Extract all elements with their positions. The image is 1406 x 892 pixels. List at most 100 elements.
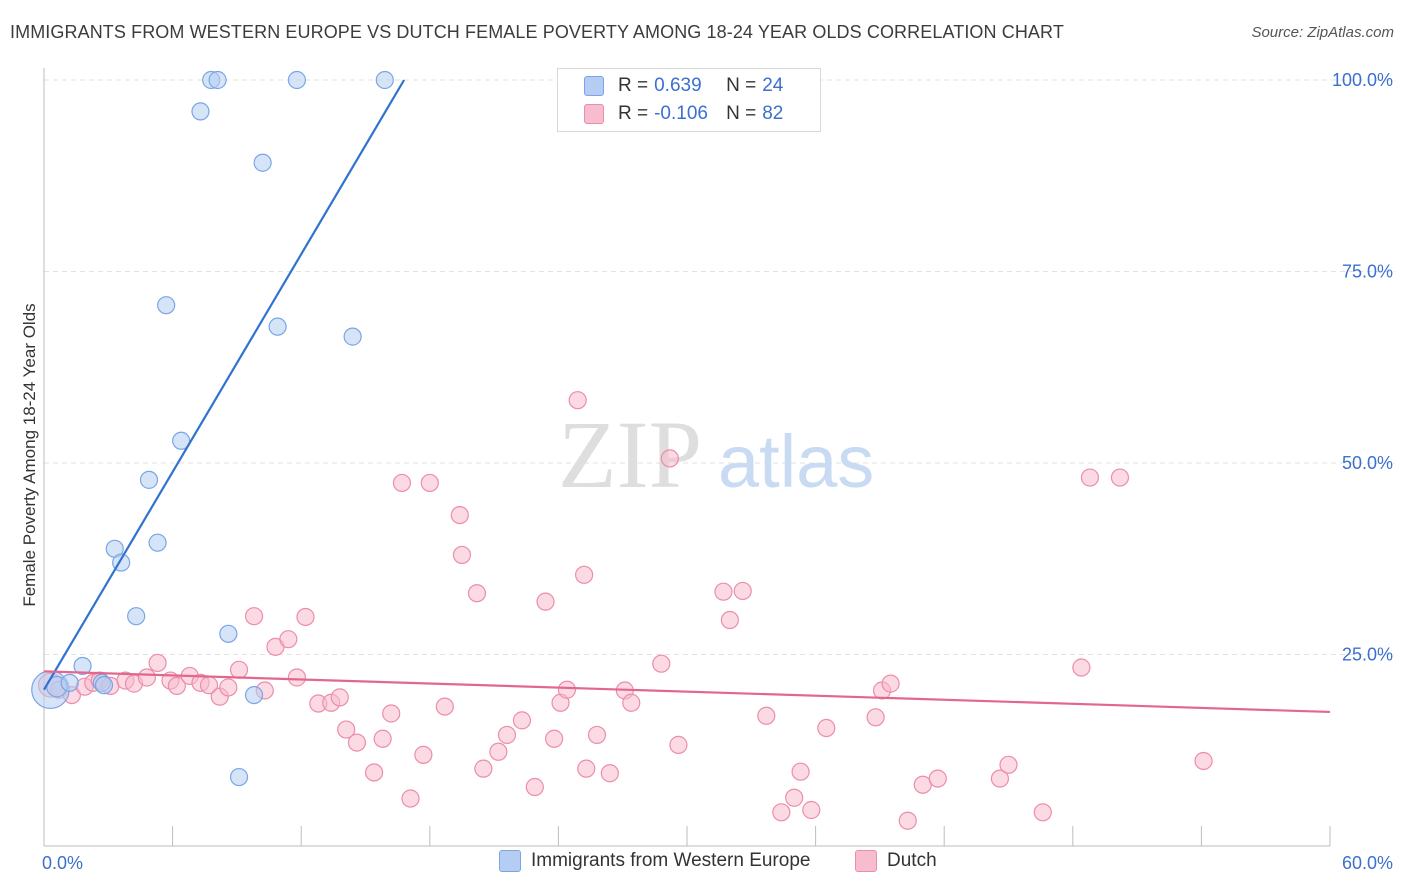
dutch-point <box>373 729 392 748</box>
dutch-point <box>557 680 577 699</box>
chart-title: IMMIGRANTS FROM WESTERN EUROPE VS DUTCH … <box>10 22 1064 42</box>
legend-row-dutch: R = -0.106 N = 82 <box>584 101 783 127</box>
western-europe-point <box>172 431 191 450</box>
dutch-point <box>382 704 401 723</box>
dutch-point <box>467 584 487 603</box>
legend-r-label: R = <box>618 103 649 124</box>
dutch-point <box>1072 658 1091 677</box>
legend-label: Dutch <box>887 850 937 871</box>
western-europe-point <box>127 607 146 626</box>
legend-swatch-pink <box>584 104 604 124</box>
dutch-point <box>733 581 752 601</box>
western-europe-point <box>94 676 114 695</box>
legend-item-dutch: Dutch <box>855 850 937 872</box>
dutch-point <box>720 610 739 630</box>
y-tick-label: 75.0% <box>1342 262 1393 282</box>
dutch-point <box>577 759 596 778</box>
dutch-point <box>652 654 671 673</box>
dutch-point <box>600 764 619 783</box>
western-europe-point <box>219 624 238 643</box>
watermark-zip: ZIP <box>558 401 702 508</box>
dutch-point <box>420 473 439 493</box>
dutch-point <box>1194 751 1213 771</box>
gridlines <box>44 79 1395 655</box>
dutch-point <box>817 718 836 738</box>
western-europe-point <box>60 673 79 692</box>
legend-n-value: 24 <box>762 75 784 96</box>
dutch-point <box>330 688 349 707</box>
dutch-point <box>401 789 420 808</box>
western-europe-point <box>191 102 210 121</box>
y-tick-label: 50.0% <box>1342 453 1393 473</box>
y-tick-label: 100.0% <box>1332 70 1393 90</box>
dutch-point <box>772 803 791 822</box>
dutch-point <box>802 800 821 820</box>
dutch-point <box>364 763 384 782</box>
western-europe-point <box>287 70 307 90</box>
dutch-point <box>660 449 679 468</box>
tick-labels: 25.0% 50.0% 75.0% 100.0% 0.0% 60.0% <box>42 70 1393 873</box>
dutch-point <box>137 668 156 687</box>
legend-swatch-blue <box>499 850 521 872</box>
legend-r-label: R = <box>618 75 649 96</box>
western-europe-point <box>343 327 362 346</box>
dutch-point <box>219 678 238 697</box>
legend-label: Immigrants from Western Europe <box>531 850 811 871</box>
dutch-point <box>497 725 517 745</box>
western-europe-point <box>244 685 264 705</box>
dutch-point <box>244 607 264 626</box>
dutch-point <box>1033 803 1052 822</box>
western-europe-point <box>73 656 92 676</box>
western-europe-point <box>229 767 249 787</box>
dutch-point <box>287 668 307 687</box>
western-europe-point <box>268 317 287 336</box>
dutch-point <box>450 505 469 525</box>
dutch-point <box>587 725 607 745</box>
dutch-point <box>785 788 804 807</box>
dutch-point <box>575 565 594 584</box>
legend-n-label: N = <box>726 75 757 96</box>
dutch-point <box>525 777 544 797</box>
dutch-point <box>536 592 555 611</box>
dutch-point <box>714 582 733 601</box>
western-europe-point <box>208 70 227 90</box>
x-tick-label: 60.0% <box>1342 853 1393 873</box>
dutch-point <box>489 742 508 761</box>
dutch-point <box>347 733 367 752</box>
dutch-trend-line <box>43 670 1331 714</box>
dutch-point <box>392 473 412 493</box>
series-legend: Immigrants from Western Europe Dutch <box>0 850 1406 878</box>
dutch-point <box>757 706 776 725</box>
western-europe-point <box>139 470 159 489</box>
watermark: ZIP atlas <box>558 401 874 508</box>
legend-swatch-blue <box>584 76 604 96</box>
dutch-point <box>669 735 688 754</box>
y-axis-label: Female Poverty Among 18-24 Year Olds <box>20 303 39 607</box>
dutch-point <box>999 755 1018 774</box>
dutch-point <box>229 660 249 679</box>
legend-row-western-europe: R = 0.639 N = 24 <box>584 73 783 99</box>
dutch-point <box>435 697 454 716</box>
western-europe-point <box>157 296 176 315</box>
trend-lines <box>43 79 1331 714</box>
western-europe-point <box>375 70 394 90</box>
dutch-point <box>928 769 947 788</box>
dutch-point <box>414 745 433 764</box>
source-credit: Source: ZipAtlas.com <box>1251 24 1394 41</box>
dutch-point <box>881 674 900 693</box>
dutch-point <box>866 708 885 727</box>
dutch-point <box>452 545 472 565</box>
legend-item-western-europe: Immigrants from Western Europe <box>499 850 810 872</box>
legend-n-value: 82 <box>762 103 784 124</box>
y-tick-label: 25.0% <box>1342 645 1393 665</box>
western-europe-point <box>253 153 272 172</box>
watermark-atlas: atlas <box>718 420 874 503</box>
dutch-point <box>474 759 493 778</box>
dutch-point <box>1080 468 1100 487</box>
dutch-point <box>568 391 587 410</box>
dutch-point <box>512 711 532 730</box>
x-tick-label: 0.0% <box>42 853 83 873</box>
dutch-point <box>898 811 917 830</box>
dutch-point <box>545 729 564 748</box>
